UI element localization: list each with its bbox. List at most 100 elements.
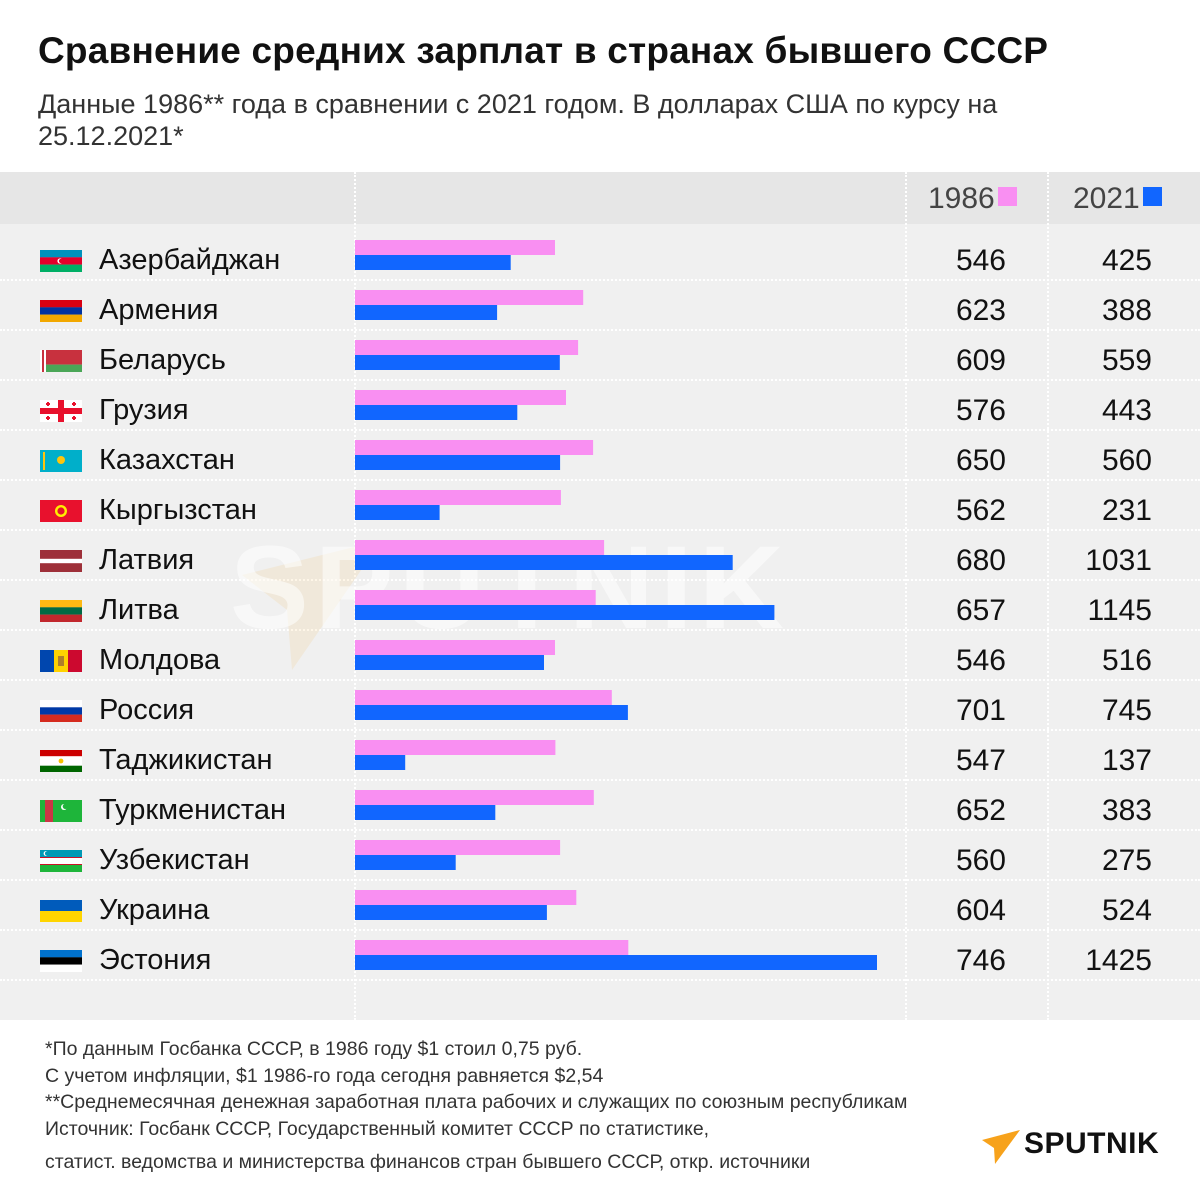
value-1986: 623 [955, 294, 1006, 327]
bar-2021 [355, 255, 511, 270]
value-2021: 1425 [1085, 944, 1152, 977]
georgia-flag-icon [40, 400, 82, 422]
russia-flag-icon [40, 700, 82, 722]
bar-2021 [355, 705, 628, 720]
row-divider [0, 629, 1200, 631]
bar-1986 [355, 390, 566, 405]
table-row: Литва 657 1145 [0, 581, 1200, 631]
bar-2021 [355, 855, 456, 870]
belarus-flag-icon [40, 350, 82, 372]
value-2021: 231 [1101, 494, 1152, 527]
value-2021: 137 [1101, 744, 1152, 777]
footnote-line: статист. ведомства и министерства финанс… [45, 1151, 811, 1173]
value-1986: 562 [955, 494, 1006, 527]
uzbekistan-flag-icon [40, 850, 82, 872]
table-row: Казахстан 650 560 [0, 431, 1200, 481]
value-1986: 604 [955, 894, 1006, 927]
row-divider [0, 279, 1200, 281]
value-2021: 275 [1101, 844, 1152, 877]
value-1986: 576 [955, 394, 1006, 427]
bar-1986 [355, 790, 594, 805]
column-divider [905, 172, 909, 1020]
legend-swatch-1986 [997, 187, 1017, 206]
bar-1986 [355, 240, 555, 255]
table-row: Россия 701 745 [0, 681, 1200, 731]
moldova-flag-icon [40, 650, 82, 672]
row-divider [0, 679, 1200, 681]
legend-swatch-2021 [1142, 187, 1162, 206]
bar-2021 [355, 805, 496, 820]
value-2021: 425 [1101, 244, 1152, 277]
chart-title: Сравнение средних зарплат в странах бывш… [38, 30, 1049, 71]
row-divider [0, 329, 1200, 331]
row-divider [0, 829, 1200, 831]
bar-1986 [355, 840, 561, 855]
kazakhstan-flag-icon [40, 450, 82, 472]
footnote-line: С учетом инфляции, $1 1986-го года сегод… [45, 1064, 604, 1087]
value-1986: 609 [955, 344, 1006, 377]
country-name: Таджикистан [99, 744, 273, 776]
country-name: Латвия [99, 544, 195, 576]
bar-1986 [355, 690, 612, 705]
footnotes: *По данным Госбанка СССР, в 1986 году $1… [45, 1036, 907, 1176]
value-2021: 383 [1101, 794, 1152, 827]
bar-2021 [355, 755, 406, 770]
table-row: Узбекистан 560 275 [0, 831, 1200, 881]
country-name: Азербайджан [99, 244, 281, 276]
country-name: Россия [99, 694, 195, 726]
bar-1986 [355, 440, 594, 455]
bar-1986 [355, 590, 596, 605]
value-2021: 524 [1101, 894, 1152, 927]
legend-2021: 2021 [1073, 182, 1162, 216]
bar-1986 [355, 940, 629, 955]
bar-1986 [355, 290, 584, 305]
bar-2021 [355, 355, 560, 370]
row-divider [0, 929, 1200, 931]
country-name: Казахстан [99, 444, 235, 476]
bar-2021 [355, 555, 733, 570]
table-row: Армения 623 388 [0, 281, 1200, 331]
value-2021: 745 [1101, 694, 1152, 727]
table-row: Молдова 546 516 [0, 631, 1200, 681]
bar-2021 [355, 605, 775, 620]
country-name: Армения [99, 294, 219, 326]
column-divider [1047, 172, 1051, 1020]
value-1986: 546 [955, 244, 1006, 277]
bar-1986 [355, 890, 577, 905]
bar-2021 [355, 455, 561, 470]
kyrgyzstan-flag-icon [40, 500, 82, 522]
row-divider [0, 879, 1200, 881]
chart-subtitle: Данные 1986** года в сравнении с 2021 го… [38, 89, 998, 151]
bar-1986 [355, 540, 605, 555]
table-row: Туркменистан 652 383 [0, 781, 1200, 831]
chart-panel: 1986 2021 [0, 172, 1200, 1020]
row-divider [0, 729, 1200, 731]
bar-2021 [355, 405, 518, 420]
watermark-logo-icon [242, 540, 382, 670]
bar-2021 [355, 305, 498, 320]
value-2021: 1145 [1087, 594, 1152, 627]
armenia-flag-icon [40, 300, 82, 322]
table-row: Грузия 576 443 [0, 381, 1200, 431]
sputnik-logo-icon [982, 1130, 1020, 1164]
bar-1986 [355, 640, 555, 655]
bar-2021 [355, 505, 440, 520]
table-row: Беларусь 609 559 [0, 331, 1200, 381]
value-1986: 652 [955, 794, 1006, 827]
table-row: Азербайджан 546 425 [0, 231, 1200, 281]
row-divider [0, 479, 1200, 481]
country-name: Литва [99, 594, 179, 626]
value-1986: 650 [955, 444, 1006, 477]
table-row: Таджикистан 547 137 [0, 731, 1200, 781]
value-1986: 546 [955, 644, 1006, 677]
ukraine-flag-icon [40, 900, 82, 922]
row-divider [0, 979, 1200, 981]
country-name: Кыргызстан [99, 494, 257, 526]
row-divider [0, 529, 1200, 531]
azerbaijan-flag-icon [40, 250, 82, 272]
value-2021: 516 [1101, 644, 1152, 677]
country-name: Украина [99, 894, 210, 926]
bar-2021 [355, 655, 544, 670]
table-row: Украина 604 524 [0, 881, 1200, 931]
country-name: Молдова [99, 644, 221, 676]
